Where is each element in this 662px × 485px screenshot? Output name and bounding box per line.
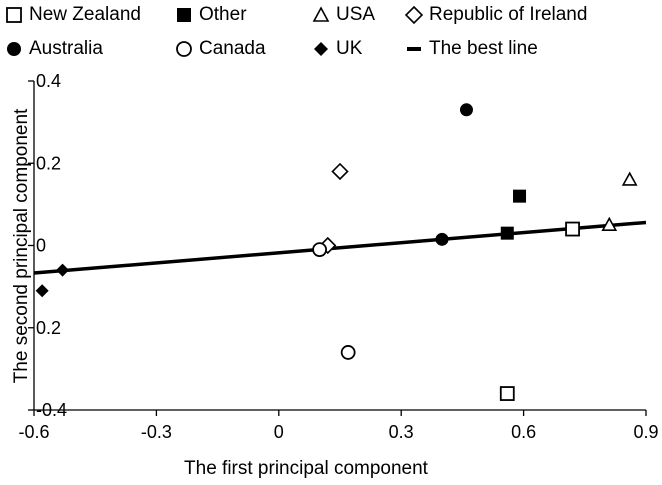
point-other [500, 226, 514, 240]
point-usa [621, 171, 638, 186]
legend-item-usa: USA [311, 5, 375, 25]
y-tick-label: 0.2 [36, 153, 61, 173]
legend: New Zealand Other USA Republic of Irelan… [0, 0, 662, 74]
legend-item-republic-of-ireland: Republic of Ireland [404, 5, 587, 25]
y-tick-label: -0.4 [36, 400, 67, 420]
square-open-icon [4, 5, 26, 25]
legend-item-uk: UK [311, 39, 362, 59]
point-new-zealand [499, 386, 515, 401]
point-new-zealand [565, 221, 580, 237]
legend-item-new-zealand: New Zealand [4, 5, 141, 25]
best-fit-line [33, 220, 647, 275]
legend-item-australia: Australia [4, 39, 103, 59]
square-filled-icon [174, 5, 196, 25]
legend-item-canada: Canada [174, 39, 266, 59]
circle-filled-icon [4, 39, 26, 59]
point-other [513, 189, 527, 203]
diamond-filled-icon [311, 39, 333, 59]
x-tick-label: 0 [274, 422, 284, 442]
legend-label: New Zealand [29, 4, 141, 25]
legend-label: The best line [429, 38, 538, 59]
point-australia [435, 232, 449, 246]
legend-label: Canada [199, 38, 266, 59]
x-tick-label: -0.6 [18, 422, 49, 442]
x-axis-label: The first principal component [184, 458, 429, 479]
y-tick-label: 0.4 [36, 71, 61, 91]
point-usa [601, 216, 618, 231]
circle-open-icon [174, 39, 196, 59]
point-canada [312, 242, 328, 258]
x-tick-label: 0.3 [389, 422, 414, 442]
legend-label: Other [199, 4, 247, 25]
x-tick-label: -0.3 [141, 422, 172, 442]
triangle-open-icon [311, 5, 333, 25]
axes [33, 81, 646, 411]
point-uk [35, 284, 49, 298]
line-icon [404, 39, 426, 59]
y-axis-label: The second principal component [11, 108, 32, 383]
x-tick-label: 0.9 [633, 422, 658, 442]
y-tick-label: 0 [36, 236, 46, 256]
legend-item-other: Other [174, 5, 247, 25]
point-uk [56, 263, 70, 277]
y-tick-label: 0.2 [36, 318, 61, 338]
diamond-open-icon [404, 5, 426, 25]
legend-label: USA [336, 4, 376, 25]
point-canada [340, 345, 356, 360]
x-tick-label: 0.6 [511, 422, 536, 442]
legend-label: UK [336, 38, 363, 59]
point-republic-of-ireland [331, 162, 349, 181]
legend-item-best-line: The best line [404, 39, 538, 59]
legend-label: Australia [29, 38, 103, 59]
legend-label: Republic of Ireland [429, 4, 588, 25]
point-australia [459, 103, 473, 117]
